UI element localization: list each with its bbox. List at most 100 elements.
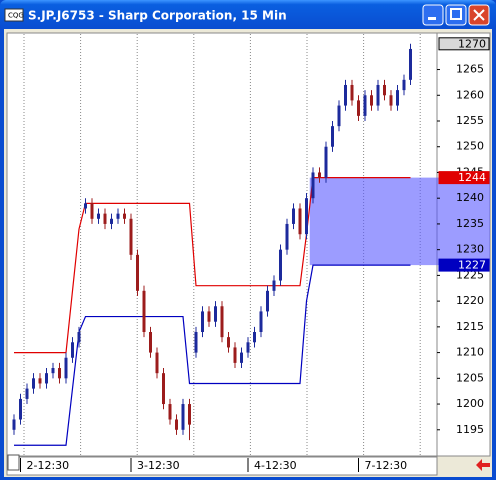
candle-body [396,90,399,106]
candle-body [84,203,87,209]
candle-body [357,100,360,116]
candle-body [168,404,172,420]
candle-body [344,84,347,106]
y-tick-label: 1230 [456,243,484,256]
zone [309,177,490,266]
channel-line [14,177,411,354]
candle-body [253,332,256,343]
price-marker-label: 1244 [458,171,486,184]
candle-body [149,332,152,353]
y-tick-label: 1250 [456,140,484,153]
y-tick-label: 1220 [456,294,484,307]
candle-body [350,84,354,101]
minimize-glyph [428,17,436,20]
candle-body [402,79,406,91]
price-marker [438,258,490,272]
candle-body [136,254,139,291]
candle-body [305,198,308,235]
price-marker [438,171,490,185]
price-marker-label: 1270 [458,37,486,50]
y-tick-label: 1240 [456,191,484,204]
candle-body [142,290,146,333]
candle-body [298,208,302,235]
x-tick-label: 4-12:30 [254,459,297,472]
candle-body [155,352,159,374]
candle-body [324,146,328,178]
minimize-button[interactable] [422,4,444,26]
candle-body [116,213,120,219]
y-tick-label: 1195 [456,423,484,436]
candle-body [409,48,412,80]
candle-body [129,218,133,255]
candle-body [38,378,42,384]
candle-body [90,203,94,219]
price-marker-label: 1227 [458,259,486,272]
candle-body [64,357,68,379]
app-icon [4,8,24,22]
x-tick-label: 7-12:30 [365,459,408,472]
time-axis [6,456,438,476]
candle-body [58,368,61,379]
candle-body [259,311,263,333]
channel-line [14,264,411,446]
candle-body [363,95,367,116]
candle-body [97,213,100,219]
close-glyph [473,9,485,21]
x-tick-label: 3-12:30 [137,459,180,472]
y-tick-label: 1225 [456,268,484,281]
candle-body [45,373,48,384]
y-tick-label: 1260 [456,88,484,101]
candle-body [25,388,29,399]
candle-body [188,404,191,425]
candle-body [77,332,81,343]
candle-body [370,95,373,106]
y-tick-label: 1255 [456,114,484,127]
scroll-arrow[interactable] [476,459,490,471]
candle-body [194,332,198,353]
candle-body [19,398,22,420]
candle-body [272,280,276,291]
y-tick-label: 1235 [456,217,484,230]
candle-body [103,213,107,224]
candle-body [201,311,204,333]
candle-body [123,213,126,219]
candle-body [311,172,315,199]
maximize-glyph [450,8,462,20]
candle-body [110,218,113,224]
candle-body [220,306,224,338]
candle-body [162,373,165,405]
price-marker [438,37,490,51]
candle-body [285,223,289,250]
y-tick-label: 1205 [456,371,484,384]
candle-body [292,208,295,224]
candle-body [32,378,35,389]
title-bar [0,0,496,30]
x-tick-label: 2-12:30 [27,459,70,472]
candle-body [227,337,230,348]
y-tick-label: 1200 [456,397,484,410]
candle-body [376,84,380,106]
candle-body [337,105,341,127]
y-tick-label: 1210 [456,346,484,359]
candle-body [71,342,74,358]
candle-body [175,419,178,430]
candle-body [207,311,211,322]
window-title: S.JP.J6753 - Sharp Corporation, 15 Min [28,9,287,23]
candle-body [389,95,393,106]
candle-body [331,126,334,147]
candle-body [383,84,386,96]
candle-body [214,306,217,322]
candle-body [246,342,250,353]
icon-glyph: CQG [8,12,24,20]
candle-body [279,249,282,281]
candle-body [240,352,243,363]
candle-body [51,368,55,374]
candle-body [181,404,185,430]
corner-box [7,454,20,471]
candle-body [12,419,16,430]
y-tick-label: 1215 [456,320,484,333]
candle-body [266,290,269,312]
y-tick-label: 1265 [456,63,484,76]
candle-body [318,172,321,178]
